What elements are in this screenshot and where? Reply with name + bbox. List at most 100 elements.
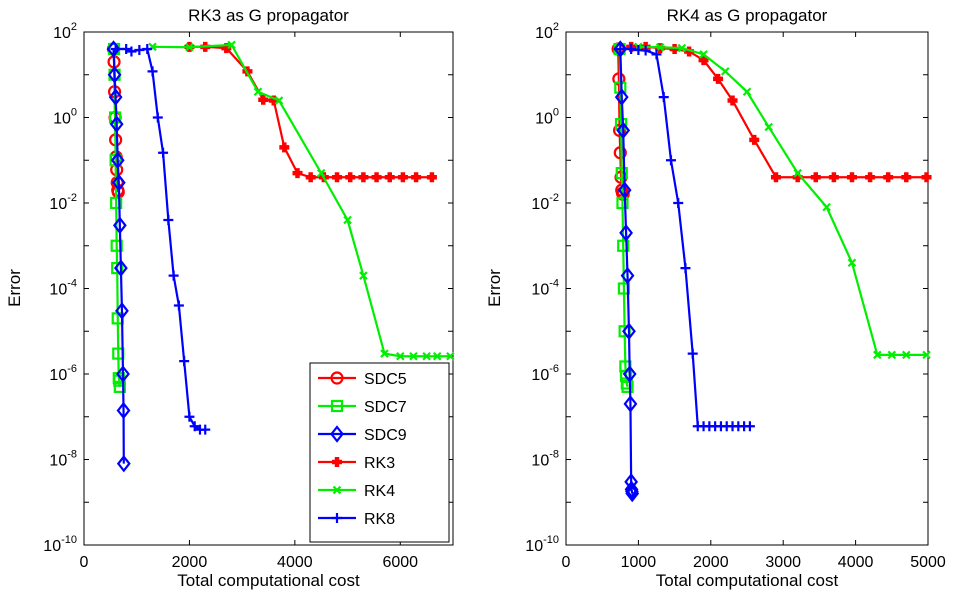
y-tick-label: 10-6: [49, 363, 77, 384]
data-point-sdc7: [614, 118, 628, 131]
data-point-rk8: [744, 421, 755, 432]
x-axis-label: Total computational cost: [177, 571, 360, 590]
legend-entry-rk3: RK3: [318, 455, 395, 472]
data-point-sdc9: [112, 216, 127, 235]
data-point-rk3: [305, 172, 316, 183]
data-point-rk4: [699, 50, 708, 59]
legend-label-rk3: RK3: [364, 455, 395, 472]
data-point-rk3: [384, 172, 395, 183]
axis-ticks: 0 1000 2000 3000 4000 5000 10-10 10-8 10-6 10-4 10…: [525, 21, 946, 571]
data-point-rk3: [371, 172, 382, 183]
legend-entry-sdc7: SDC7: [318, 399, 407, 416]
data-point-rk4: [422, 351, 431, 361]
series-rk8: [110, 44, 211, 435]
y-tick-label: 100: [535, 107, 559, 128]
y-axis-label: Error: [485, 269, 504, 307]
data-point-rk3: [770, 172, 781, 183]
data-point-rk4: [359, 271, 368, 280]
data-point-rk4: [822, 202, 831, 212]
data-point-rk4: [432, 351, 442, 361]
legend-entry-rk4: RK4: [318, 483, 395, 500]
series-rk4: [634, 42, 931, 360]
x-tick-label: 2000: [172, 554, 208, 571]
legend-label-sdc9: SDC9: [364, 427, 407, 444]
data-point-rk3: [749, 134, 760, 145]
y-tick-label: 10-4: [531, 278, 559, 299]
data-point-rk8: [152, 112, 163, 123]
legend-swatch-sdc7: [318, 399, 356, 413]
y-tick-label: 10-2: [49, 192, 77, 213]
data-point-rk4: [873, 350, 882, 360]
data-point-rk3: [258, 94, 269, 105]
series-rk8: [615, 44, 755, 432]
data-point-rk8: [158, 147, 169, 158]
legend-swatch-rk4: [318, 485, 356, 495]
data-point-rk8: [189, 421, 200, 432]
data-point-rk3: [292, 168, 303, 179]
data-point-rk3: [698, 55, 709, 66]
data-point-rk3: [397, 172, 408, 183]
series-rk4: [148, 40, 455, 361]
data-point-sdc7: [621, 380, 634, 393]
data-point-sdc9: [114, 259, 128, 277]
data-point-sdc9: [616, 121, 631, 140]
data-point-rk8: [658, 92, 669, 103]
series-layer: [611, 40, 932, 503]
y-axis-label: Error: [5, 269, 24, 307]
data-point-sdc7: [109, 111, 122, 124]
chart-panel-rk4: RK4 as G propagator Total computational …: [485, 6, 946, 590]
legend-entry-rk8: RK8: [318, 511, 395, 528]
legend-label-rk8: RK8: [364, 511, 395, 528]
data-point-rk8: [163, 215, 174, 226]
data-point-rk4: [677, 43, 687, 53]
data-point-sdc9: [110, 151, 125, 170]
x-tick-label: 5000: [910, 554, 946, 571]
data-point-rk4: [274, 96, 284, 105]
data-point-rk8: [687, 348, 698, 359]
data-point-rk3: [810, 172, 821, 183]
series-line-sdc7: [112, 48, 121, 387]
data-point-sdc9: [625, 484, 640, 503]
chart-title: RK3 as G propagator: [188, 6, 349, 25]
data-point-rk4: [764, 122, 773, 132]
data-point-rk3: [828, 172, 839, 183]
legend-marker: [330, 371, 344, 385]
series-line-rk4: [152, 43, 451, 358]
y-tick-label: 10-8: [49, 449, 77, 470]
data-point-rk8: [179, 356, 190, 367]
legend-swatch-rk3: [318, 457, 356, 467]
y-tick-label: 10-8: [531, 449, 559, 470]
data-point-rk3: [358, 172, 369, 183]
data-point-rk8: [142, 44, 153, 55]
data-point-rk8: [147, 66, 158, 77]
data-point-sdc7: [111, 262, 124, 275]
legend-label-sdc7: SDC7: [364, 399, 407, 416]
legend-marker: [332, 457, 342, 467]
data-point-rk4: [253, 87, 263, 97]
x-tick-label: 4000: [838, 554, 874, 571]
data-point-rk4: [922, 350, 931, 360]
data-point-rk3: [727, 95, 738, 106]
legend-swatch-sdc5: [318, 371, 356, 385]
data-point-sdc9: [622, 365, 637, 383]
data-point-rk8: [168, 270, 179, 281]
data-point-rk8: [110, 44, 121, 55]
legend-swatch-rk8: [318, 513, 356, 523]
series-sdc9: [106, 40, 131, 473]
data-point-rk4: [343, 215, 352, 225]
y-tick-label: 10-10: [43, 534, 77, 555]
data-point-rk4: [380, 349, 389, 358]
data-point-sdc9: [620, 266, 635, 285]
data-point-rk3: [426, 172, 437, 183]
legend-marker: [332, 513, 342, 523]
x-tick-label: 1000: [621, 554, 657, 571]
legend-label-rk4: RK4: [364, 483, 395, 500]
data-point-rk4: [316, 168, 326, 178]
legend-swatch-sdc9: [318, 425, 356, 443]
data-point-rk4: [887, 350, 897, 360]
y-tick-label: 102: [535, 21, 559, 42]
data-point-rk3: [846, 172, 857, 183]
data-point-sdc9: [622, 322, 636, 341]
chart-title: RK4 as G propagator: [667, 6, 828, 25]
